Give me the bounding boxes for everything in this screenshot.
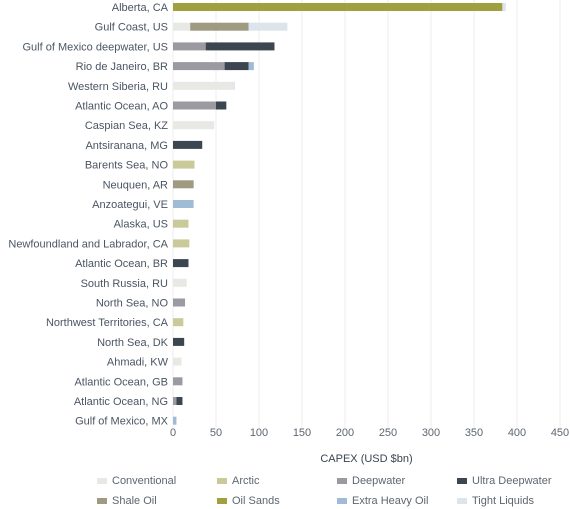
x-tick-label: 300	[422, 427, 440, 439]
bar-segment-conventional	[173, 121, 215, 130]
bar-segment-arctic	[173, 239, 190, 248]
x-tick-label: 250	[379, 427, 397, 439]
category-label: Atlantic Ocean, BR	[75, 258, 168, 270]
legend-label: Arctic	[232, 475, 260, 487]
category-label: Atlantic Ocean, GB	[74, 376, 168, 388]
bar-segment-extra-heavy-oil	[248, 62, 254, 71]
legend-label: Oil Sands	[232, 495, 280, 507]
bar-segment-deepwater	[173, 397, 177, 405]
x-tick-label: 350	[465, 427, 483, 439]
legend-swatch	[217, 498, 227, 504]
category-label: Alberta, CA	[112, 2, 169, 14]
bar-segment-ultra-deepwater	[173, 337, 185, 346]
category-label: Neuquen, AR	[103, 179, 168, 191]
legend-label: Tight Liquids	[472, 495, 534, 507]
legend-swatch	[457, 478, 467, 484]
bar-segment-arctic	[173, 318, 184, 327]
category-label: Western Siberia, RU	[68, 81, 168, 93]
bar-segment-deepwater	[173, 42, 206, 51]
bar-segment-arctic	[173, 219, 189, 228]
legend-label: Deepwater	[352, 475, 406, 487]
category-label: Atlantic Ocean, NG	[74, 396, 168, 408]
category-label: Gulf of Mexico, MX	[75, 416, 169, 428]
category-label: Rio de Janeiro, BR	[76, 61, 168, 73]
category-label: Antsiranana, MG	[85, 140, 168, 152]
legend-swatch	[97, 498, 107, 504]
bar-segment-shale-oil	[190, 22, 249, 31]
x-axis-tick-labels: 0 50 100 150 200 250 300 350 400 450	[170, 427, 569, 439]
bar-segment-deepwater	[173, 101, 216, 110]
category-label: Alaska, US	[114, 219, 168, 231]
bar-segment-conventional	[173, 81, 234, 90]
category-label: Atlantic Ocean, AO	[75, 101, 168, 113]
bar-segment-arctic	[173, 160, 195, 169]
legend-label: Extra Heavy Oil	[352, 495, 428, 507]
x-tick-label: 50	[210, 427, 222, 439]
bar-segment-ultra-deepwater	[173, 259, 189, 268]
bar-segment-deepwater	[173, 377, 183, 386]
grid-lines	[172, 0, 561, 431]
bar-segment-tight-liquids	[248, 22, 288, 31]
legend-swatch	[217, 478, 227, 484]
x-tick-label: 450	[551, 427, 569, 439]
legend-label: Conventional	[112, 475, 176, 487]
bar-segment-tight-liquids	[233, 81, 235, 90]
bar-segment-ultra-deepwater	[224, 62, 249, 71]
x-tick-label: 400	[508, 427, 526, 439]
category-label: North Sea, DK	[97, 337, 169, 349]
bar-segment-shale-oil	[173, 180, 194, 189]
category-label: Anzoategui, VE	[92, 199, 168, 211]
x-tick-label: 200	[336, 427, 354, 439]
category-labels: Alberta, CA Gulf Coast, US Gulf of Mexico …	[8, 2, 168, 428]
category-label: Gulf Coast, US	[95, 22, 168, 34]
legend: Conventional Arctic Deepwater Ultra Deepwat…	[97, 475, 552, 507]
bar-segment-ultra-deepwater	[205, 42, 275, 51]
bar-segment-extra-heavy-oil	[173, 200, 194, 208]
legend-swatch	[457, 498, 467, 504]
legend-swatch	[337, 478, 347, 484]
legend-swatch	[97, 478, 107, 484]
bar-segment-extra-heavy-oil	[173, 416, 177, 425]
bar-segment-conventional	[173, 278, 187, 287]
legend-label: Shale Oil	[112, 495, 157, 507]
category-label: Barents Sea, NO	[85, 160, 169, 172]
category-label: Gulf of Mexico deepwater, US	[22, 41, 168, 53]
category-label: Caspian Sea, KZ	[85, 120, 168, 132]
category-label: Ahmadi, KW	[107, 357, 169, 369]
bar-segment-deepwater	[173, 62, 225, 71]
bar-segment-conventional	[173, 22, 191, 31]
bar-segment-ultra-deepwater	[173, 140, 203, 149]
bar-group	[173, 3, 506, 425]
bar-segment-oil-sands	[173, 3, 503, 11]
bar-segment-conventional	[173, 357, 182, 366]
x-axis-title: CAPEX (USD $bn)	[320, 453, 412, 465]
category-label: South Russia, RU	[81, 278, 168, 290]
category-label: Northwest Territories, CA	[46, 317, 169, 329]
bar-segment-ultra-deepwater	[176, 397, 183, 405]
legend-label: Ultra Deepwater	[472, 475, 552, 487]
legend-swatch	[337, 498, 347, 504]
category-label: Newfoundland and Labrador, CA	[8, 238, 168, 250]
x-tick-label: 150	[293, 427, 311, 439]
bar-segment-ultra-deepwater	[216, 101, 227, 110]
bar-segment-deepwater	[173, 298, 186, 307]
category-label: North Sea, NO	[96, 298, 169, 310]
x-tick-label: 0	[170, 427, 176, 439]
bar-segment-tight-liquids	[502, 3, 506, 11]
x-tick-label: 100	[250, 427, 268, 439]
